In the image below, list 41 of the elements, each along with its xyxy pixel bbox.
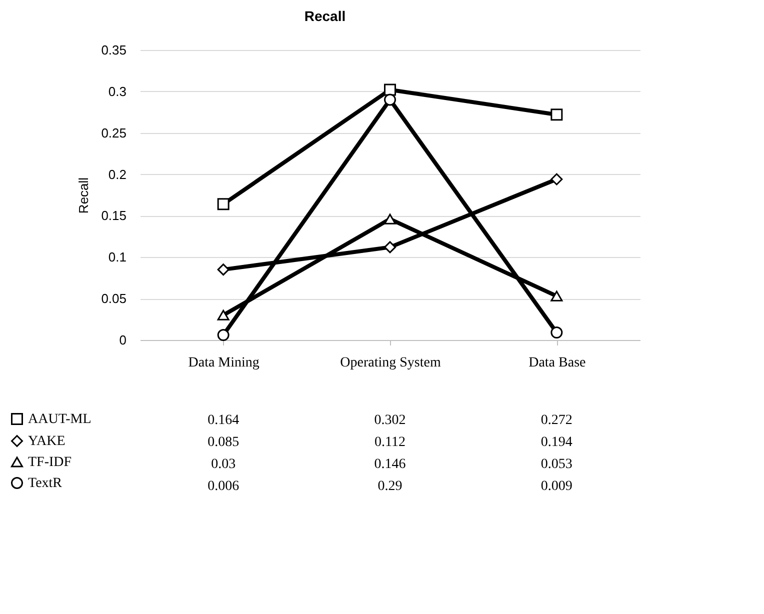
data-label: 0.006 — [208, 479, 240, 494]
data-label: 0.112 — [374, 435, 406, 450]
point — [550, 108, 563, 121]
y-tick-label: 0 — [119, 332, 126, 348]
chart-title: Recall — [304, 8, 346, 24]
y-tick-label: 0.25 — [101, 125, 126, 140]
y-tick-label: 0.1 — [108, 250, 126, 265]
data-label: 0.29 — [378, 479, 402, 494]
legend-label: TF-IDF — [28, 455, 72, 470]
point — [384, 94, 396, 106]
point — [550, 290, 563, 302]
point — [217, 329, 230, 342]
y-tick-label: 0.15 — [101, 208, 126, 224]
data-label: 0.053 — [540, 457, 572, 472]
legend-label: TextR — [28, 476, 63, 491]
data-label: 0.164 — [208, 413, 240, 428]
data-label: 0.085 — [208, 435, 240, 450]
y-tick-label: 0.2 — [108, 166, 126, 182]
point — [384, 241, 396, 254]
data-label: 0.194 — [540, 435, 572, 450]
data-label: 0.146 — [374, 457, 406, 472]
point — [550, 173, 563, 186]
y-tick-label: 0.05 — [101, 291, 126, 306]
x-tick-label: Data Mining — [188, 356, 260, 370]
data-label: 0.302 — [374, 413, 406, 428]
point — [384, 84, 396, 96]
y-axis-title: Recall — [76, 177, 92, 214]
point — [550, 326, 563, 339]
x-tick-label: Operating System — [340, 356, 441, 370]
data-label: 0.009 — [540, 479, 572, 494]
point — [217, 198, 230, 210]
legend-label: YAKE — [28, 434, 66, 449]
data-label: 0.272 — [540, 413, 572, 428]
point — [217, 264, 230, 276]
y-tick-label: 0.3 — [108, 84, 126, 99]
data-label: 0.03 — [211, 457, 236, 472]
x-tick-label: Data Base — [528, 356, 586, 370]
y-tick-label: 0.35 — [101, 42, 126, 58]
point — [384, 214, 396, 224]
point — [217, 310, 230, 320]
legend-label: AAUT-ML — [28, 412, 92, 427]
